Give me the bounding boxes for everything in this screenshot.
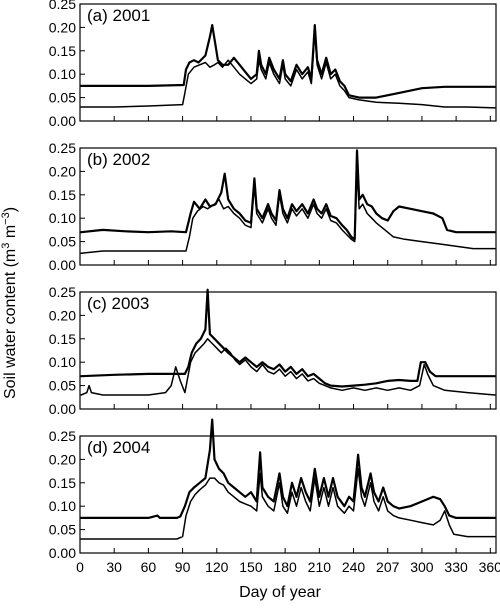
y-tick-label: 0.05 [49, 378, 76, 394]
series-line-0 [80, 24, 496, 99]
y-tick-label: 0.20 [49, 163, 76, 179]
panel-1: 0.00 0.05 0.10 0.15 0.20 0.25 (b) 2002 [49, 140, 497, 273]
y-tick-label: 0.00 [49, 257, 76, 273]
panel-frame [79, 3, 497, 122]
y-tick-label: 0.10 [49, 354, 76, 370]
y-tick-label: 0.00 [49, 545, 76, 561]
series-line-1 [80, 338, 496, 396]
panel-2: 0.00 0.05 0.10 0.15 0.20 0.25 (c) 2003 [49, 284, 497, 417]
y-tick-label: 0.25 [49, 140, 76, 156]
x-axis-title: Day of year [239, 584, 321, 601]
y-tick-label: 0.05 [49, 90, 76, 106]
y-tick-label: 0.00 [49, 113, 76, 129]
x-tick-label: 300 [410, 559, 434, 575]
x-tick-label: 30 [106, 559, 122, 575]
x-tick-label: 360 [479, 559, 500, 575]
y-tick-label: 0.00 [49, 401, 76, 417]
x-tick-label: 0 [76, 559, 84, 575]
panel-0: 0.00 0.05 0.10 0.15 0.20 0.25 (a) 2001 [49, 0, 497, 129]
x-tick-label: 207 [376, 559, 400, 575]
panels: 0.00 0.05 0.10 0.15 0.20 0.25 (a) 2001 0.00 0.05… [49, 0, 497, 561]
y-tick-label: 0.15 [49, 475, 76, 491]
y-tick-label: 0.05 [49, 522, 76, 538]
x-tick-label: 150 [239, 559, 263, 575]
x-tick-label: 240 [342, 559, 366, 575]
panel-label: (d) 2004 [87, 438, 150, 457]
panel-frame [79, 435, 497, 554]
series-line-1 [80, 31, 496, 109]
y-tick-label: 0.25 [49, 428, 76, 444]
panel-3: 0.00 0.05 0.10 0.15 0.20 0.25 (d) 2004 [49, 418, 497, 561]
panel-label: (c) 2003 [87, 294, 149, 313]
panel-frame [79, 291, 497, 410]
y-tick-label: 0.25 [49, 284, 76, 300]
y-axis-title: Soil water content (m3 m−3) [0, 207, 19, 399]
panel-frame [79, 147, 497, 266]
y-tick-label: 0.25 [49, 0, 76, 12]
panel-label: (b) 2002 [87, 150, 150, 169]
x-tick-label: 180 [273, 559, 297, 575]
y-tick-label: 0.15 [49, 187, 76, 203]
x-tick-label: 60 [141, 559, 157, 575]
x-axis-ticks: 0 30 60 90 120 150 180 210 240 207 300 330 360 [76, 559, 500, 575]
y-tick-label: 0.10 [49, 66, 76, 82]
series-line-1 [80, 170, 496, 255]
y-tick-label: 0.10 [49, 210, 76, 226]
y-tick-label: 0.15 [49, 43, 76, 59]
series-line-0 [80, 418, 496, 519]
panel-label: (a) 2001 [87, 6, 150, 25]
x-tick-label: 120 [205, 559, 229, 575]
y-tick-label: 0.05 [49, 234, 76, 250]
x-tick-label: 330 [444, 559, 468, 575]
y-tick-label: 0.20 [49, 19, 76, 35]
series-line-1 [80, 468, 496, 540]
y-tick-label: 0.15 [49, 331, 76, 347]
y-tick-label: 0.20 [49, 307, 76, 323]
x-tick-label: 90 [175, 559, 191, 575]
y-tick-label: 0.10 [49, 498, 76, 514]
series-line-0 [80, 288, 496, 388]
y-tick-label: 0.20 [49, 451, 76, 467]
x-tick-label: 210 [308, 559, 332, 575]
series-line-0 [80, 149, 496, 241]
